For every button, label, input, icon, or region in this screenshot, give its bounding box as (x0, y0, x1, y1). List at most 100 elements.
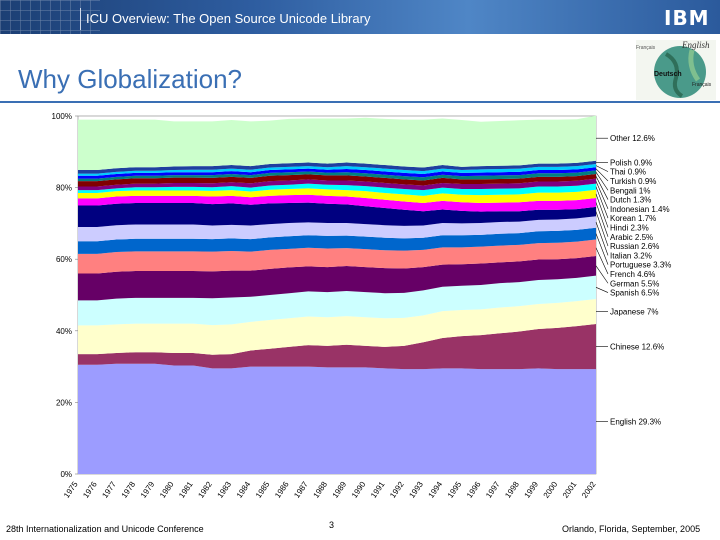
series-label-other: Other 12.6% (610, 134, 655, 143)
x-tick-label: 1980 (158, 480, 176, 500)
y-tick-label: 60% (56, 255, 72, 264)
x-tick-label: 1997 (484, 480, 502, 500)
ibm-logo: IBM (664, 6, 710, 30)
series-label-german: German 5.5% (610, 279, 659, 288)
series-label-korean: Korean 1.7% (610, 214, 656, 223)
x-tick-label: 1982 (196, 480, 214, 500)
x-tick-label: 1986 (273, 480, 291, 500)
y-tick-label: 80% (56, 184, 72, 193)
language-share-stacked-area-chart: 0%20%40%60%80%100% 1975 1976 1977 1978 1979 1… (52, 112, 672, 500)
globe-label-deutsch: Deutsch (654, 71, 682, 78)
series-label-indonesian: Indonesian 1.4% (610, 205, 670, 214)
x-tick-label: 1989 (331, 480, 349, 500)
area-series-italian (78, 216, 596, 242)
series-label-turkish: Turkish 0.9% (610, 177, 656, 186)
series-label-hindi: Hindi 2.3% (610, 223, 649, 232)
x-tick-label: 1977 (100, 480, 118, 500)
series-leader-line (595, 247, 609, 275)
area-series-dutch (78, 173, 596, 187)
area-series-turkish (78, 167, 596, 179)
x-tick-label: 1991 (369, 480, 387, 500)
series-leader-line (595, 233, 609, 265)
series-leader-line (595, 181, 609, 209)
x-tick-label: 1990 (350, 480, 368, 500)
slide-header-bar: ICU Overview: The Open Source Unicode Li… (0, 0, 720, 34)
presentation-title: ICU Overview: The Open Source Unicode Li… (86, 11, 371, 26)
footer-location-date: Orlando, Florida, September, 2005 (562, 524, 701, 534)
globe-label-francais-top: Français (636, 45, 656, 51)
y-tick-label: 0% (60, 470, 72, 479)
x-tick-label: 1983 (216, 480, 234, 500)
series-leader-line (595, 165, 609, 172)
x-tick-label: 1994 (427, 480, 445, 500)
area-series-german (78, 255, 596, 301)
series-label-french: French 4.6% (610, 270, 655, 279)
globe-label-francais: Français (692, 82, 712, 88)
x-tick-label: 1981 (177, 480, 195, 500)
series-leader-line (595, 265, 609, 284)
series-label-polish: Polish 0.9% (610, 158, 652, 167)
y-tick-label: 100% (52, 112, 72, 121)
x-tick-label: 2002 (580, 480, 598, 500)
y-tick-label: 40% (56, 327, 72, 336)
x-tick-label: 2000 (542, 480, 560, 500)
header-divider (80, 8, 81, 30)
area-series-thai (78, 163, 596, 176)
series-leader-line (595, 211, 609, 247)
series-label-italian: Italian 3.2% (610, 251, 652, 260)
series-leader-line (595, 287, 609, 293)
series-leader-line (595, 176, 609, 200)
area-series-korean (78, 183, 596, 196)
x-tick-label: 1996 (465, 480, 483, 500)
area-series-russian (78, 202, 596, 227)
x-tick-label: 1975 (62, 480, 80, 500)
area-series-portuguese (78, 227, 596, 254)
x-tick-label: 2001 (561, 480, 579, 500)
x-tick-label: 1998 (503, 480, 521, 500)
area-series-japanese (78, 298, 596, 355)
x-tick-label: 1988 (311, 480, 329, 500)
area-series-hindi (78, 188, 596, 203)
series-leader-line (595, 186, 609, 219)
area-series-bengali (78, 170, 596, 182)
series-leader-line (595, 221, 609, 256)
series-leader-line (595, 172, 609, 191)
area-series-french (78, 239, 596, 274)
series-label-russian: Russian 2.6% (610, 242, 659, 251)
series-leader-line (595, 193, 609, 228)
title-underline (0, 101, 720, 103)
area-series-other (78, 115, 596, 171)
x-tick-label: 1999 (523, 480, 541, 500)
series-label-arabic: Arabic 2.5% (610, 233, 653, 242)
area-series-polish (78, 160, 596, 174)
area-series-english (78, 363, 596, 474)
series-label-japanese: Japanese 7% (610, 307, 658, 316)
globe-languages-image: English Deutsch Français Français (636, 40, 716, 100)
globe-label-english: English (681, 40, 710, 50)
area-series-spanish (78, 275, 596, 326)
y-tick-label: 20% (56, 398, 72, 407)
area-series-indonesian (78, 178, 596, 191)
series-label-english: English 29.3% (610, 418, 661, 427)
series-label-bengali: Bengali 1% (610, 186, 650, 195)
x-tick-label: 1987 (292, 480, 310, 500)
x-tick-label: 1995 (446, 480, 464, 500)
area-series-chinese (78, 323, 596, 370)
footer-conference: 28th Internationalization and Unicode Co… (6, 524, 204, 534)
x-tick-label: 1976 (81, 480, 99, 500)
area-series-arabic (78, 194, 596, 212)
x-tick-label: 1979 (139, 480, 157, 500)
x-tick-label: 1978 (120, 480, 138, 500)
footer-page-number: 3 (329, 520, 335, 530)
series-label-portuguese: Portuguese 3.3% (610, 261, 671, 270)
series-label-chinese: Chinese 12.6% (610, 343, 664, 352)
header-grid-decoration (0, 0, 100, 34)
x-tick-label: 1984 (235, 480, 253, 500)
series-label-thai: Thai 0.9% (610, 168, 646, 177)
series-label-spanish: Spanish 6.5% (610, 289, 659, 298)
x-tick-label: 1992 (388, 480, 406, 500)
x-tick-label: 1993 (407, 480, 425, 500)
series-label-dutch: Dutch 1.3% (610, 196, 651, 205)
slide-title: Why Globalization? (18, 64, 242, 94)
series-leader-line (595, 168, 609, 182)
